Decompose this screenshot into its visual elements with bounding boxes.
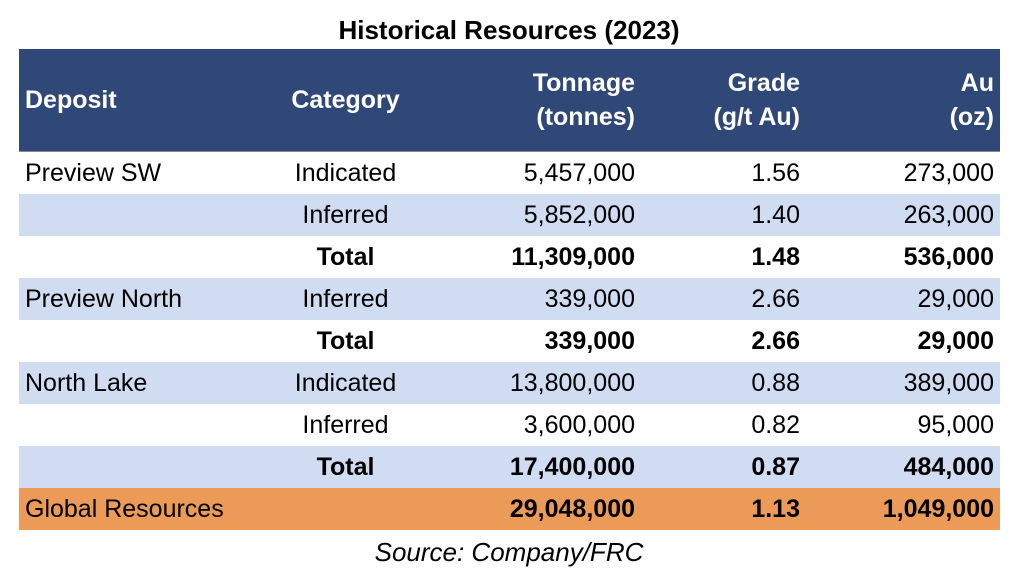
cell-deposit: Preview North (25, 284, 182, 313)
header-tonnage-line2: (tonnes) (536, 103, 635, 131)
table-row-global: Global Resources 29,048,000 1.13 1,049,0… (19, 488, 1000, 530)
cell-category: Indicated (294, 158, 397, 187)
cell-category: Inferred (302, 284, 389, 313)
cell-tonnage: 5,457,000 (523, 158, 635, 187)
cell-grade: 1.40 (751, 200, 800, 229)
cell-au: 536,000 (903, 242, 994, 271)
cell-au: 263,000 (903, 200, 994, 229)
table-row: Preview North Inferred 339,000 2.66 29,0… (19, 278, 1000, 320)
cell-category: Inferred (302, 200, 389, 229)
header-category: Category (291, 86, 400, 114)
table-row: Inferred 3,600,000 0.82 95,000 (19, 404, 1000, 446)
header-grade: Grade (g/t Au) (637, 66, 802, 134)
cell-tonnage: 11,309,000 (511, 242, 635, 271)
cell-tonnage: 5,852,000 (523, 200, 635, 229)
header-grade-line2: (g/t Au) (713, 103, 800, 131)
cell-tonnage: 17,400,000 (509, 452, 635, 481)
cell-grade: 1.48 (751, 242, 800, 271)
table-row-total: Total 17,400,000 0.87 484,000 (19, 446, 1000, 488)
cell-category: Inferred (302, 410, 389, 439)
cell-au: 29,000 (917, 326, 994, 355)
header-au: Au (oz) (802, 66, 1000, 134)
cell-au: 389,000 (903, 368, 994, 397)
header-au-line1: Au (960, 69, 994, 97)
table-header-row: Deposit Category Tonnage (tonnes) Grade … (19, 49, 1000, 152)
cell-tonnage: 29,048,000 (509, 494, 635, 523)
cell-tonnage: 13,800,000 (509, 368, 635, 397)
cell-tonnage: 339,000 (544, 284, 635, 313)
cell-deposit: Preview SW (25, 158, 162, 187)
cell-grade: 1.56 (751, 158, 800, 187)
cell-grade: 2.66 (751, 284, 800, 313)
cell-au: 1,049,000 (882, 494, 994, 523)
cell-au: 273,000 (903, 158, 994, 187)
cell-tonnage: 3,600,000 (523, 410, 635, 439)
cell-grade: 0.88 (751, 368, 800, 397)
cell-au: 29,000 (917, 284, 994, 313)
cell-grade: 0.82 (751, 410, 800, 439)
cell-category: Indicated (294, 368, 397, 397)
cell-category: Total (316, 242, 375, 271)
cell-au: 484,000 (903, 452, 994, 481)
header-tonnage: Tonnage (tonnes) (427, 66, 637, 134)
cell-tonnage: 339,000 (544, 326, 635, 355)
table-row: Preview SW Indicated 5,457,000 1.56 273,… (19, 152, 1000, 194)
header-grade-line1: Grade (727, 69, 800, 97)
table-title: Historical Resources (2023) (338, 15, 680, 45)
table-row: North Lake Indicated 13,800,000 0.88 389… (19, 362, 1000, 404)
cell-deposit: North Lake (25, 368, 148, 397)
table-row: Inferred 5,852,000 1.40 263,000 (19, 194, 1000, 236)
resources-table: Deposit Category Tonnage (tonnes) Grade … (19, 49, 1000, 530)
table-row-total: Total 339,000 2.66 29,000 (19, 320, 1000, 362)
cell-grade: 0.87 (751, 452, 800, 481)
header-deposit: Deposit (25, 86, 117, 114)
cell-category: Total (316, 452, 375, 481)
cell-grade: 1.13 (751, 494, 800, 523)
cell-category: Total (316, 326, 375, 355)
header-au-line2: (oz) (949, 103, 994, 131)
table-row-total: Total 11,309,000 1.48 536,000 (19, 236, 1000, 278)
source-caption: Source: Company/FRC (374, 537, 644, 567)
cell-grade: 2.66 (751, 326, 800, 355)
cell-au: 95,000 (917, 410, 994, 439)
cell-deposit: Global Resources (25, 494, 224, 523)
header-tonnage-line1: Tonnage (532, 69, 635, 97)
